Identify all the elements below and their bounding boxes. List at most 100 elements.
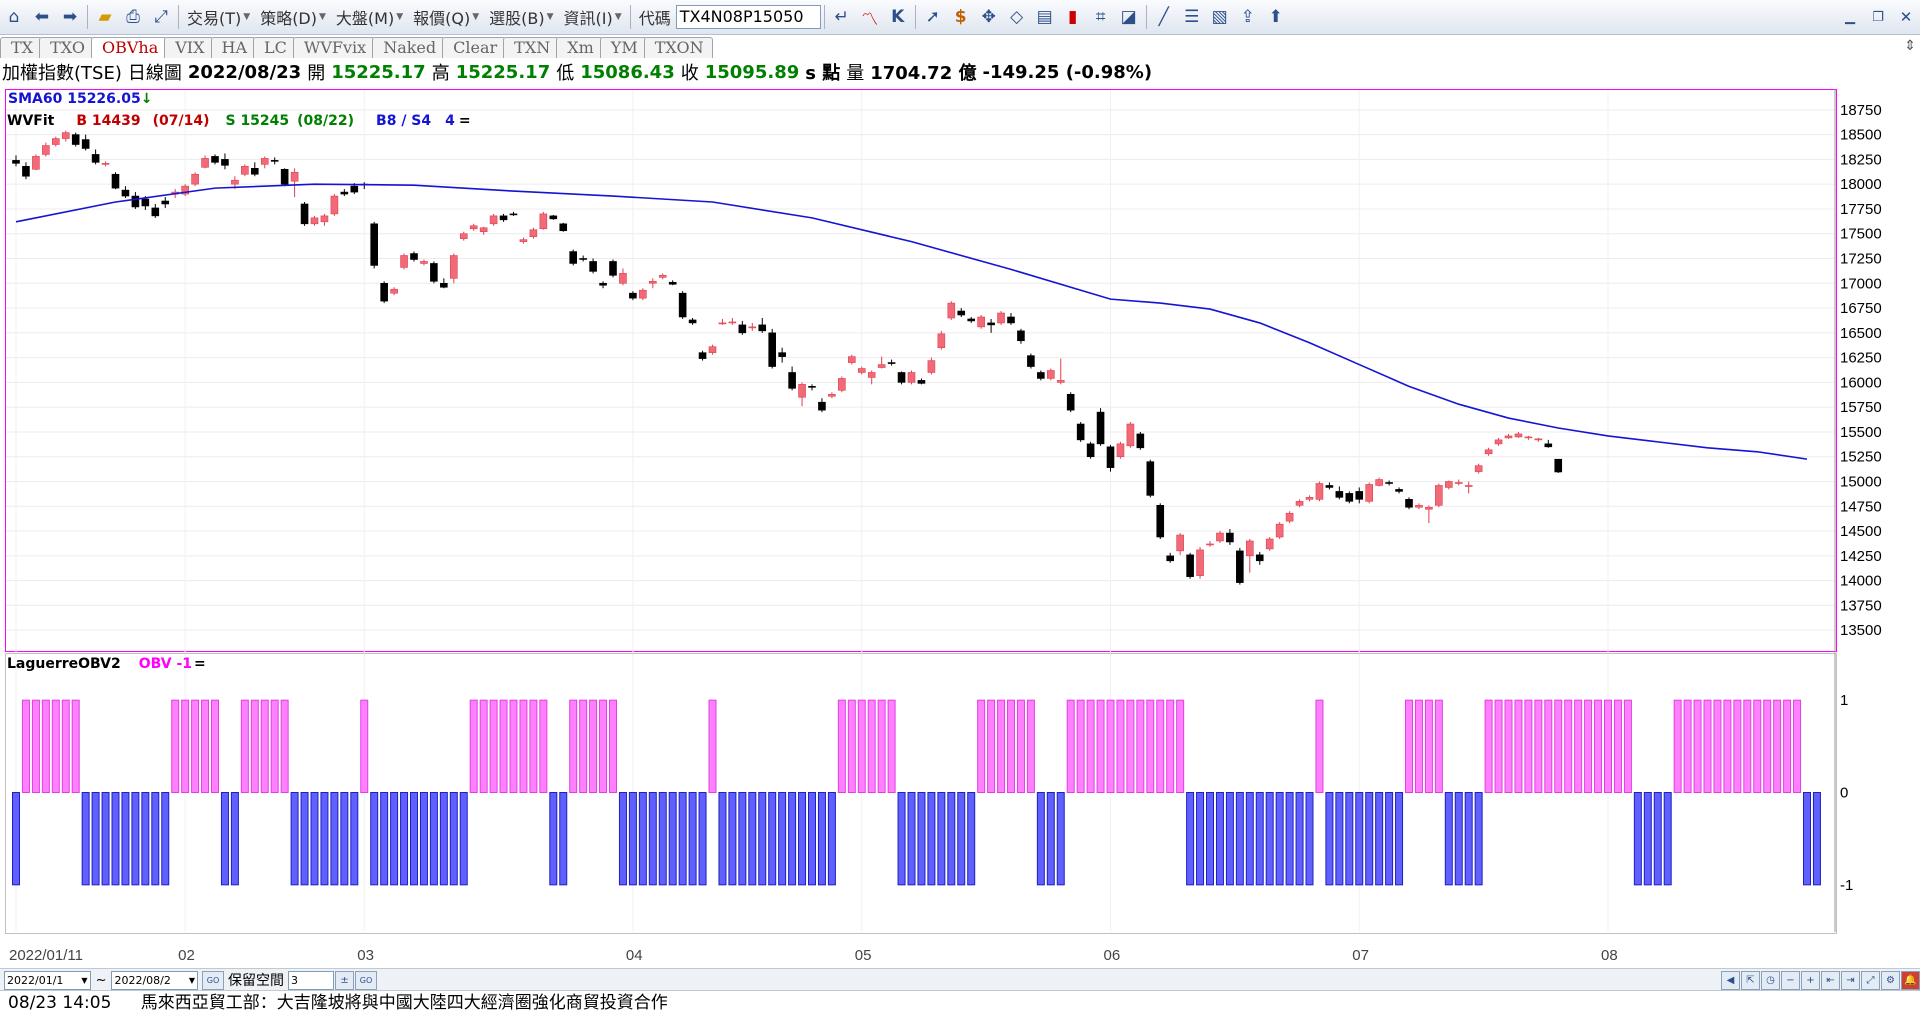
dollar-icon[interactable]: $ <box>954 7 967 27</box>
export-icon[interactable]: ⇪ <box>1240 7 1255 27</box>
menu-strategy-label: 策略(D) <box>260 9 317 28</box>
go-button-2[interactable]: GO <box>355 970 378 990</box>
end-date-value: 2022/08/2 <box>114 973 171 987</box>
y-tick-label: 16250 <box>1840 350 1882 367</box>
line-chart-icon[interactable]: 〽 <box>861 9 879 30</box>
move-icon[interactable]: ✥ <box>981 7 996 27</box>
eraser-icon[interactable]: ◇ <box>1010 7 1024 27</box>
home-icon[interactable]: ⌂ <box>8 7 20 27</box>
upload-icon[interactable]: ⬆ <box>1268 7 1283 27</box>
x-tick-label: 03 <box>357 947 374 964</box>
x-tick-label: 04 <box>626 947 643 964</box>
tab-ha[interactable]: HA <box>210 37 257 58</box>
news-headline: 馬來西亞貿工部：大吉隆坡將與中國大陸四大經濟圈強化商貿投資合作 <box>140 993 668 1013</box>
tab-txon[interactable]: TXON <box>643 37 713 58</box>
menu-market[interactable]: 大盤(M) ▼ <box>331 4 408 30</box>
tab-wvfvix[interactable]: WVFvix <box>292 37 376 58</box>
tab-xm[interactable]: Xm <box>556 37 603 58</box>
sma-label: SMA60 15226.05↓ <box>8 91 152 107</box>
forward-arrow-icon[interactable]: ➡ <box>62 7 78 27</box>
tab-txn[interactable]: TXN <box>503 37 560 58</box>
menu-screener-label: 選股(B) <box>489 9 545 28</box>
go-button[interactable]: GO <box>202 970 225 990</box>
chevron-down-icon: ▼ <box>546 12 554 22</box>
y-tick-label: 14250 <box>1840 548 1882 565</box>
stepper-icon[interactable]: ± <box>335 970 355 990</box>
tab-obvha[interactable]: OBVha <box>90 37 168 58</box>
open-folder-icon[interactable]: ▰ <box>98 7 112 27</box>
tab-tx[interactable]: TX <box>0 37 43 58</box>
zoom-fit-icon[interactable]: ⇱ <box>1741 970 1760 990</box>
enter-icon[interactable]: ↵ <box>834 7 849 27</box>
x-tick-label: 08 <box>1601 947 1618 964</box>
scroll-left-icon[interactable]: ◀ <box>1721 970 1740 990</box>
symbol-name: 加權指數(TSE) <box>2 63 122 84</box>
menu-strategy[interactable]: 策略(D) ▼ <box>255 4 331 30</box>
y-tick-label: 14500 <box>1840 523 1882 540</box>
x-tick-label: 02 <box>178 947 195 964</box>
pen-icon[interactable]: ╱ <box>1158 7 1169 27</box>
line-style-icon[interactable]: ☰ <box>1184 7 1200 27</box>
layer-icon[interactable]: ◪ <box>1120 7 1137 27</box>
close-icon[interactable]: ✕ <box>1899 8 1913 26</box>
code-input[interactable]: TX4N08P15050 <box>675 5 821 29</box>
keep-space-label: 保留空間 <box>228 973 285 989</box>
close-label: 收 <box>680 63 699 84</box>
minimize-icon[interactable]: ▁ <box>1845 9 1855 25</box>
settings-icon[interactable]: ⚙ <box>1881 970 1900 990</box>
alert-bell-icon[interactable]: 🔔 <box>1901 970 1920 990</box>
obv-indicator-name: LaguerreOBV2 <box>7 656 121 672</box>
high-label: 高 <box>431 63 450 84</box>
menu-quote[interactable]: 報價(Q) ▼ <box>408 4 484 30</box>
close-suffix: s 點 <box>805 63 841 84</box>
tab-naked[interactable]: Naked <box>372 37 446 58</box>
back-arrow-icon[interactable]: ⬅ <box>34 7 50 27</box>
news-ticker[interactable]: 08/23 14:05 馬來西亞貿工部：大吉隆坡將與中國大陸四大經濟圈強化商貿投… <box>0 990 1920 1015</box>
collapse-icon[interactable]: ⇕ <box>1904 38 1916 54</box>
end-date-select[interactable]: 2022/08/2 ▼ <box>111 970 199 990</box>
fullscreen-icon[interactable]: ⤢ <box>1861 970 1880 990</box>
minus-icon[interactable]: − <box>1781 970 1800 990</box>
down-arrow-icon: ↓ <box>140 91 153 107</box>
menu-trade[interactable]: 交易(T) ▼ <box>182 4 255 30</box>
indicator-icon[interactable]: ▮ <box>1068 7 1078 27</box>
tab-vix[interactable]: VIX <box>164 37 214 58</box>
wvf-equals: = <box>458 113 471 129</box>
y-tick-label: 16750 <box>1840 300 1882 317</box>
y-tick-label: 18000 <box>1840 176 1882 193</box>
code-label: 代碼 <box>638 9 671 28</box>
plus-icon[interactable]: + <box>1801 970 1820 990</box>
y-tick-label: 13750 <box>1840 597 1882 614</box>
keep-space-input[interactable]: 3 <box>288 970 335 990</box>
expand-icon[interactable]: ⤢ <box>154 7 168 27</box>
text-icon[interactable]: ▤ <box>1036 7 1053 27</box>
collapse-left-icon[interactable]: ⇤ <box>1821 970 1840 990</box>
restore-icon[interactable]: ❐ <box>1872 9 1884 25</box>
collapse-right-icon[interactable]: ⇥ <box>1841 970 1860 990</box>
obv-panel <box>5 653 1837 934</box>
y-tick-label: 14000 <box>1840 573 1882 590</box>
menu-info[interactable]: 資訊(I) ▼ <box>559 4 627 30</box>
tab-ym[interactable]: YM <box>599 37 647 58</box>
open-label: 開 <box>307 63 326 84</box>
change-value: -149.25 (-0.98%) <box>982 61 1153 83</box>
cursor-icon[interactable]: ➚ <box>925 7 940 27</box>
tab-clear[interactable]: Clear <box>442 37 507 58</box>
tab-txo[interactable]: TXO <box>39 37 94 58</box>
start-date-select[interactable]: 2022/01/1 ▼ <box>4 970 91 990</box>
start-date-value: 2022/01/1 <box>7 973 64 987</box>
wvf-number: 4 <box>445 113 455 129</box>
print-icon[interactable]: ⎙ <box>126 7 140 27</box>
y-tick-label: 17250 <box>1840 250 1882 267</box>
main-toolbar: ⌂ ⬅ ➡ ▰ ⎙ ⤢ 交易(T) ▼ 策略(D) ▼ 大盤(M) ▼ 報價(Q) ▼ … <box>0 0 1920 35</box>
grid-icon[interactable]: ▧ <box>1211 7 1228 27</box>
clock-icon[interactable]: ◷ <box>1761 970 1780 990</box>
quote-header: 加權指數(TSE) 日線圖 2022/08/23 開 15225.17 高 15… <box>2 60 1153 85</box>
tab-lc[interactable]: LC <box>253 37 296 58</box>
chevron-down-icon: ▼ <box>188 975 196 985</box>
crop-icon[interactable]: ⌗ <box>1095 7 1106 27</box>
chevron-down-icon: ▼ <box>81 975 88 985</box>
menu-screener[interactable]: 選股(B) ▼ <box>484 4 558 30</box>
candle-k-icon[interactable]: K <box>891 7 905 27</box>
quote-date: 2022/08/23 <box>187 61 302 83</box>
